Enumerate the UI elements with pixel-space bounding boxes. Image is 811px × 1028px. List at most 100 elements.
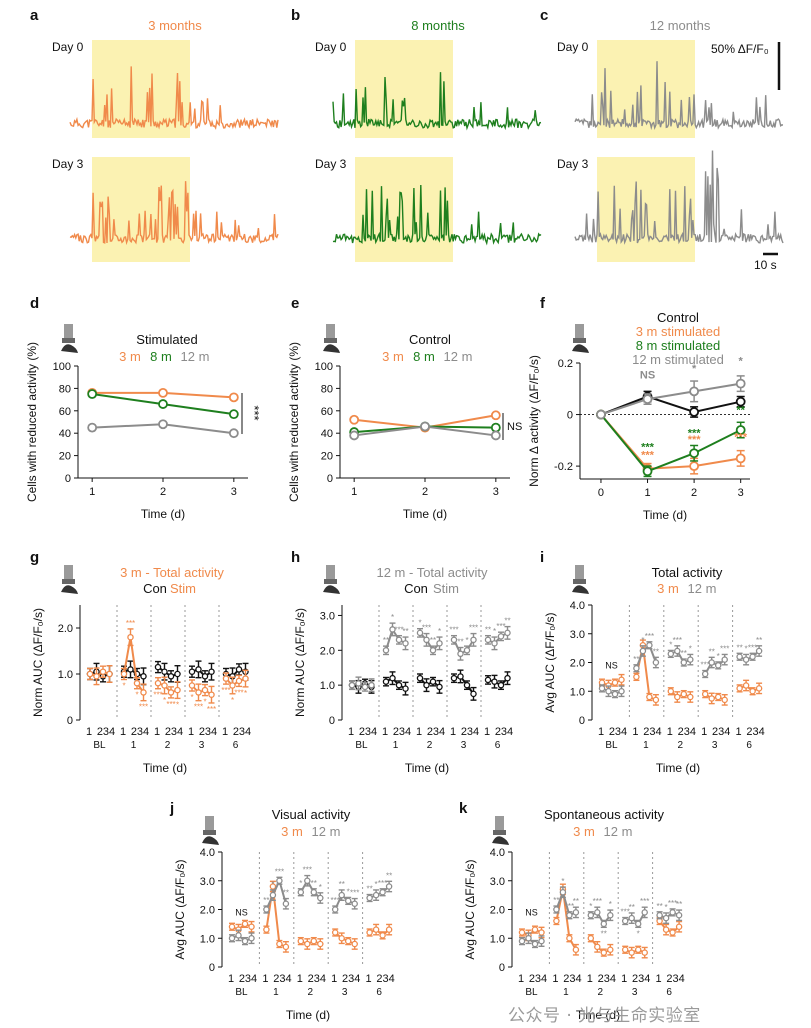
data-point [605, 688, 612, 695]
data-point [395, 681, 403, 689]
sig-label: *** [640, 897, 649, 906]
day-label: Day 0 [557, 40, 589, 54]
data-point [600, 949, 608, 956]
data-point [457, 673, 464, 680]
trace-title: 8 months [411, 18, 465, 33]
data-point [662, 926, 670, 933]
sig-label: *** [645, 632, 654, 641]
panel-letter: e [291, 295, 299, 312]
sig-label: *** [139, 703, 148, 712]
sig-label: *** [207, 705, 216, 714]
sig-label: *** [378, 879, 387, 888]
data-point [641, 949, 648, 956]
data-point [607, 912, 614, 919]
series-line [231, 934, 252, 943]
day-label: Day 0 [52, 40, 84, 54]
series-line [351, 682, 372, 688]
sig-label: *** [234, 688, 243, 697]
data-point [652, 696, 660, 704]
stim-shade [355, 40, 453, 138]
data-point [242, 675, 249, 682]
data-point [518, 937, 526, 945]
data-point [714, 693, 722, 701]
data-point [642, 466, 653, 477]
day-tick: 234 [393, 726, 411, 738]
panel-letter: a [30, 7, 39, 24]
data-point [161, 668, 168, 675]
y-tick-label: 1.0 [490, 933, 505, 945]
microscope-head [62, 579, 75, 584]
sig-label: *** [593, 897, 602, 906]
sig-label: ** [573, 897, 579, 906]
data-point [618, 676, 625, 684]
y-tick-label: 0 [209, 962, 215, 974]
microscope-body [64, 565, 73, 579]
data-point [596, 409, 606, 420]
sig-label: *** [748, 643, 757, 652]
data-point [423, 636, 430, 644]
microscope-body [575, 565, 584, 579]
x-tick-label: 2 [691, 487, 697, 499]
sig-label: *** [720, 644, 729, 653]
sig-label: ** [504, 617, 510, 626]
series-line [225, 677, 246, 687]
sig-label: * [745, 644, 748, 653]
data-point [379, 932, 386, 939]
y-tick-label: 2.0 [200, 905, 215, 917]
sig-label: * [347, 887, 350, 896]
series-line [334, 931, 356, 945]
data-point [269, 891, 277, 899]
sig-label: *** [331, 896, 340, 905]
data-point [490, 410, 501, 421]
data-point [366, 894, 373, 902]
data-point [154, 679, 162, 687]
series-line [600, 382, 741, 416]
data-point [355, 680, 362, 687]
sig-label: ** [383, 636, 389, 645]
data-point [538, 929, 545, 936]
data-point [689, 386, 700, 397]
data-point [167, 689, 175, 696]
microscope-mouse [572, 585, 589, 594]
ns-label: NS [605, 660, 618, 670]
data-point [755, 647, 763, 655]
y-tick-label: 0 [327, 473, 333, 485]
day-tick: 234 [461, 726, 479, 738]
group-label: 1 [563, 987, 569, 998]
series-line [659, 911, 680, 920]
group-label: 2 [165, 740, 171, 751]
day-tick: 1 [667, 726, 673, 738]
series-line [385, 676, 406, 690]
data-point [566, 912, 573, 919]
data-point [344, 897, 352, 905]
y-tick-label: 40 [59, 428, 71, 440]
series-line [600, 413, 742, 473]
sig-label: ** [485, 626, 491, 635]
data-point [140, 673, 147, 680]
data-point [154, 663, 162, 671]
day-tick: 1 [632, 726, 638, 738]
data-point [420, 421, 430, 432]
data-point [735, 453, 746, 464]
data-point [395, 636, 403, 644]
sig-label: * [692, 363, 697, 375]
group-label: 6 [495, 740, 501, 751]
legend-12m: 12 m [444, 349, 473, 364]
series-line [555, 889, 577, 951]
series-line [624, 911, 646, 926]
data-point [669, 929, 676, 936]
microscope-body [575, 324, 584, 338]
data-point [674, 693, 681, 701]
sig-label: *** [153, 691, 162, 700]
y-tick-label: 0 [65, 473, 71, 485]
data-point [656, 912, 663, 919]
y-tick-label: 2.0 [320, 645, 335, 657]
y-tick-label: 80 [321, 383, 333, 395]
day-tick: 1 [598, 726, 604, 738]
data-point [463, 647, 471, 654]
day-tick: 1 [86, 726, 92, 738]
microscope-mouse [492, 836, 509, 845]
series-line [225, 668, 246, 678]
data-point [675, 923, 683, 931]
sig-label: * [689, 644, 692, 653]
